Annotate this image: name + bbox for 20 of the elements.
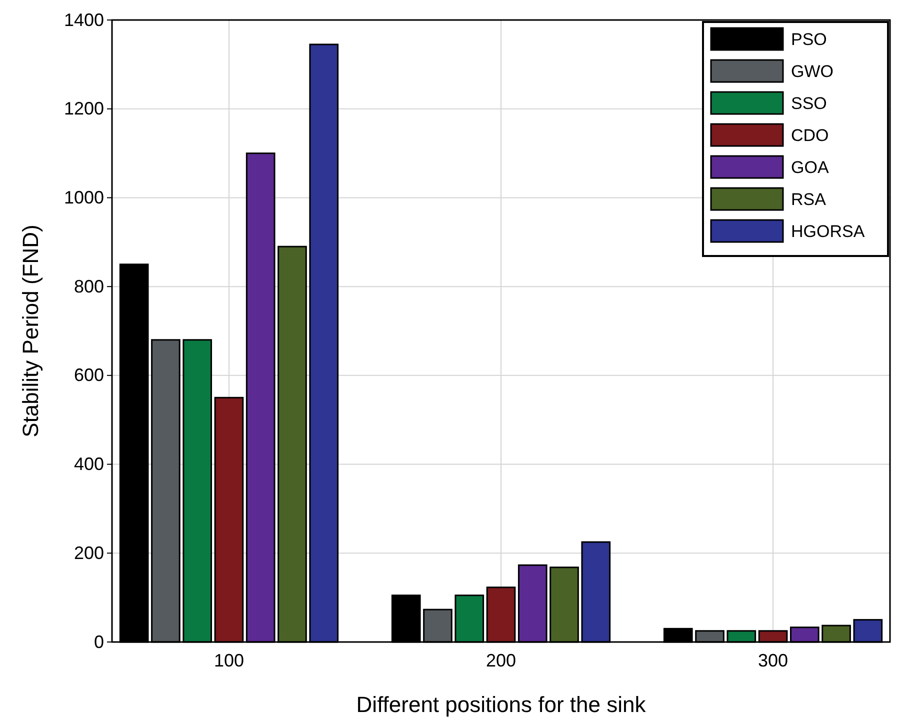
x-tick-label: 200 [486,650,516,671]
x-tick-label: 300 [758,650,788,671]
y-tick-label: 400 [74,454,104,474]
y-tick-label: 0 [94,632,104,652]
legend-label: RSA [791,190,827,209]
x-axis-title: Different positions for the sink [356,692,647,717]
y-tick-label: 1200 [64,98,104,119]
x-tick-label: 100 [214,650,244,671]
legend-label: HGORSA [791,222,866,241]
legend-label: GWO [791,62,834,81]
y-tick-label: 200 [74,542,104,563]
legend-label: CDO [791,126,829,145]
y-tick-label: 800 [74,276,104,296]
y-tick-label: 600 [74,365,104,386]
legend-label: PSO [791,30,827,49]
y-tick-label: 1000 [64,187,104,208]
y-axis-title: Stability Period (FND) [18,224,43,438]
legend-label: GOA [791,158,830,177]
legend-label: SSO [791,94,827,113]
y-tick-label: 1400 [64,10,104,30]
